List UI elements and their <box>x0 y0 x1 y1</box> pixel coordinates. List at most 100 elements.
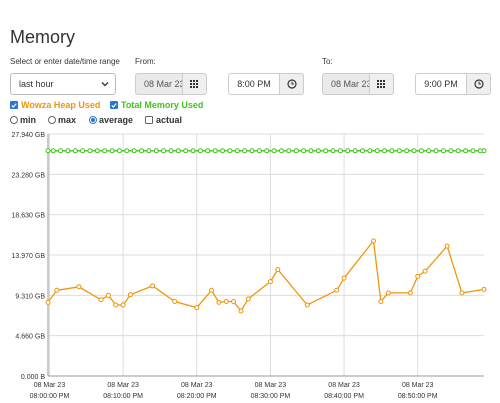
data-point <box>139 148 145 154</box>
data-point <box>345 148 351 154</box>
data-point <box>330 148 336 154</box>
checkbox-unchecked-icon[interactable] <box>145 116 153 124</box>
data-point <box>448 148 454 154</box>
calendar-grid-icon <box>376 80 385 88</box>
to-clock-button[interactable] <box>467 73 491 95</box>
y-tick-label: 18.630 GB <box>12 213 46 220</box>
radio-selected-icon[interactable] <box>89 116 97 124</box>
data-point <box>194 305 200 311</box>
data-point <box>301 148 307 154</box>
data-point <box>231 299 237 305</box>
from-time-value: 8:00 PM <box>237 79 271 89</box>
stat-mode-actual-label: actual <box>156 115 183 125</box>
data-point <box>94 148 100 154</box>
range-label: Select or enter date/time range <box>10 57 120 66</box>
data-point <box>404 148 410 154</box>
data-point <box>275 266 281 272</box>
data-point <box>455 148 461 154</box>
data-point <box>120 302 126 308</box>
data-point <box>463 148 469 154</box>
x-tick-time: 08:00:00 PM <box>30 393 70 400</box>
data-point <box>223 299 229 305</box>
stat-mode-actual[interactable]: actual <box>145 115 182 125</box>
checkbox-checked-icon[interactable] <box>110 101 118 109</box>
data-point <box>444 243 450 249</box>
x-tick-date: 08 Mar 23 <box>34 382 66 389</box>
x-tick-date: 08 Mar 23 <box>107 382 139 389</box>
stat-mode-min[interactable]: min <box>10 115 36 125</box>
x-tick-date: 08 Mar 23 <box>402 382 434 389</box>
data-point <box>153 148 159 154</box>
data-point <box>116 148 122 154</box>
toggle-total-memory-label: Total Memory Used <box>121 100 204 110</box>
toggle-wowza-heap-label: Wowza Heap Used <box>21 100 101 110</box>
radio-icon[interactable] <box>10 116 18 124</box>
data-point <box>54 287 60 293</box>
range-select[interactable]: last hour <box>10 73 116 95</box>
data-point <box>146 148 152 154</box>
data-point <box>359 148 365 154</box>
x-tick-time: 08:10:00 PM <box>103 393 143 400</box>
data-point <box>286 148 292 154</box>
data-point <box>190 148 196 154</box>
data-point <box>389 148 395 154</box>
to-time-input[interactable]: 9:00 PM <box>415 73 467 95</box>
checkbox-checked-icon[interactable] <box>10 101 18 109</box>
to-calendar-button[interactable] <box>370 73 394 95</box>
data-point <box>271 148 277 154</box>
chevron-down-icon <box>101 82 109 87</box>
radio-icon[interactable] <box>48 116 56 124</box>
data-point <box>113 302 119 308</box>
from-date-input[interactable]: 08 Mar 23 <box>135 73 183 95</box>
data-point <box>382 148 388 154</box>
data-point <box>227 148 233 154</box>
data-point <box>65 148 71 154</box>
stat-mode-average[interactable]: average <box>89 115 133 125</box>
from-time-input[interactable]: 8:00 PM <box>228 73 280 95</box>
data-point <box>374 148 380 154</box>
stat-mode-max[interactable]: max <box>48 115 76 125</box>
from-calendar-button[interactable] <box>183 73 207 95</box>
data-point <box>341 275 347 281</box>
data-point <box>102 148 108 154</box>
from-clock-button[interactable] <box>280 73 304 95</box>
data-point <box>124 148 130 154</box>
data-point <box>72 148 78 154</box>
data-point <box>470 148 476 154</box>
data-point <box>481 148 487 154</box>
y-tick-label: 23.280 GB <box>12 172 46 179</box>
data-point <box>371 238 377 244</box>
to-date-input[interactable]: 08 Mar 23 <box>322 73 370 95</box>
data-point <box>220 148 226 154</box>
data-point <box>264 148 270 154</box>
data-point <box>209 287 214 293</box>
data-point <box>238 308 244 314</box>
y-tick-label: 9.310 GB <box>15 293 45 300</box>
x-tick-time: 08:20:00 PM <box>177 393 217 400</box>
y-tick-label: 0.000 B <box>21 374 45 381</box>
data-point <box>378 299 384 305</box>
toggle-wowza-heap[interactable]: Wowza Heap Used <box>10 100 100 110</box>
data-point <box>127 292 133 298</box>
data-point <box>308 148 314 154</box>
data-point <box>183 148 189 154</box>
stat-mode-min-label: min <box>20 115 37 125</box>
data-point <box>234 148 240 154</box>
data-point <box>352 148 358 154</box>
from-label: From: <box>135 57 156 66</box>
data-point <box>205 148 211 154</box>
page-title: Memory <box>10 27 76 47</box>
x-tick-time: 08:50:00 PM <box>398 393 438 400</box>
stat-mode-max-label: max <box>58 115 77 125</box>
data-point <box>385 290 391 296</box>
to-label: To: <box>322 57 333 66</box>
from-date-value: 08 Mar 23 <box>144 79 183 89</box>
x-tick-time: 08:40:00 PM <box>324 393 364 400</box>
data-point <box>197 148 203 154</box>
data-point <box>45 148 51 154</box>
data-point <box>267 279 273 285</box>
data-point <box>396 148 402 154</box>
toggle-total-memory[interactable]: Total Memory Used <box>110 100 203 110</box>
data-point <box>418 148 424 154</box>
chart-axes: 0.000 B 4.660 GB 9.310 GB 13.970 GB 18.630 G… <box>12 132 484 400</box>
